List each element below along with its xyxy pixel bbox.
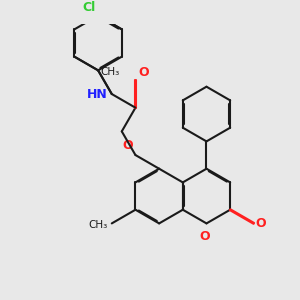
Text: Cl: Cl: [82, 1, 95, 14]
Text: O: O: [138, 66, 149, 79]
Text: O: O: [122, 139, 133, 152]
Text: HN: HN: [87, 88, 108, 100]
Text: CH₃: CH₃: [88, 220, 108, 230]
Text: O: O: [200, 230, 210, 243]
Text: O: O: [255, 217, 266, 230]
Text: CH₃: CH₃: [101, 67, 120, 77]
